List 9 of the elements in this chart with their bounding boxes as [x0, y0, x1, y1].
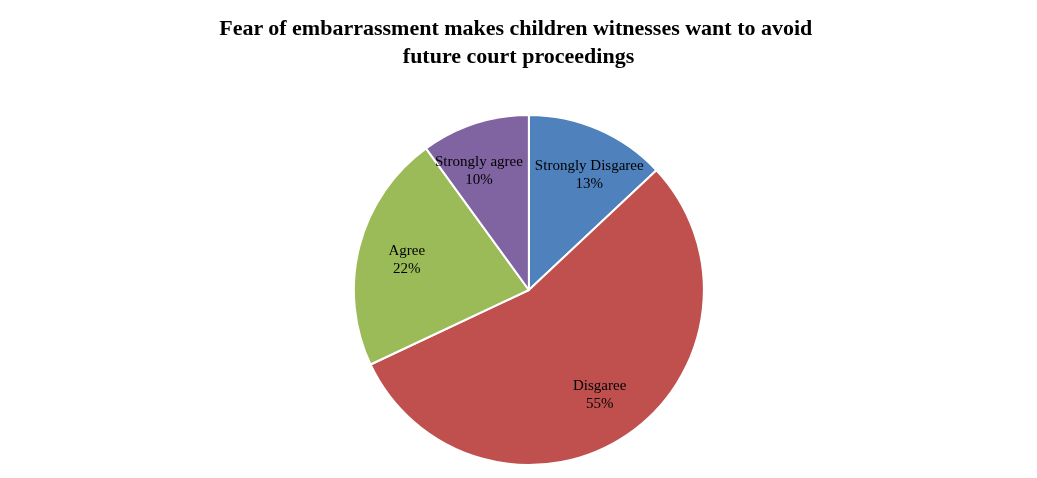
slice-label: Agree [388, 241, 426, 258]
data-label: 55% [585, 395, 614, 412]
chart-title: Fear of embarrassment makes children witnesses want to avoid future court proceedings [219, 14, 818, 68]
slice-label: Disgaree [573, 377, 627, 394]
data-label: 13% [575, 175, 603, 192]
slice-label: Strongly agree [434, 153, 524, 170]
data-label: 22% [393, 259, 421, 276]
data-label: 10% [465, 171, 493, 188]
slice-label: Strongly Disgaree [534, 157, 644, 174]
